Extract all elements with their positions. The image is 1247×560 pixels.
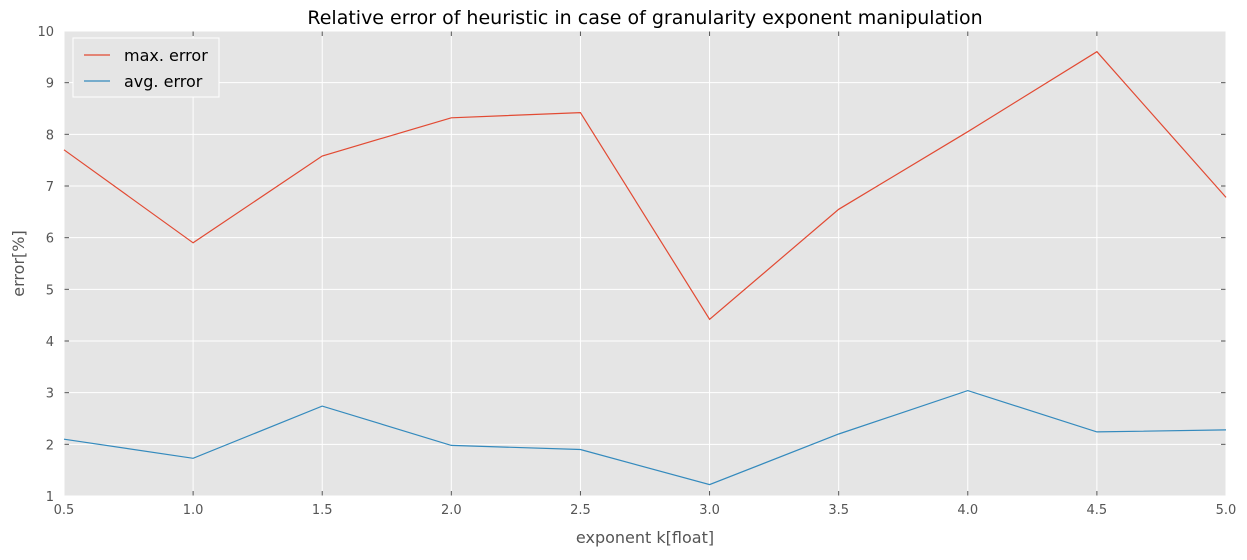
series-line-max-error bbox=[63, 50, 1227, 321]
y-tick-label: 6 bbox=[46, 232, 54, 247]
series-line-avg-error bbox=[63, 389, 1227, 486]
axis-ticks: 0.5 1.0 1.5 2.0 2.5 3.0 3.5 4.0 4.5 5.0 1 2 3 4 5 6 7 8 9 1… bbox=[37, 25, 1236, 518]
data-point bbox=[708, 483, 711, 486]
x-tick-label: 1.5 bbox=[312, 503, 333, 518]
chart-title: Relative error of heuristic in case of g… bbox=[307, 7, 982, 29]
y-tick-label: 4 bbox=[46, 335, 54, 350]
data-point bbox=[192, 241, 195, 244]
y-tick-label: 1 bbox=[46, 490, 54, 505]
data-point bbox=[450, 444, 453, 447]
data-point bbox=[192, 457, 195, 460]
data-point bbox=[63, 438, 66, 441]
data-point bbox=[837, 208, 840, 211]
data-point bbox=[321, 155, 324, 158]
x-tick-label: 1.0 bbox=[183, 503, 204, 518]
data-point bbox=[579, 111, 582, 114]
y-axis-label: error[%] bbox=[9, 230, 28, 296]
series-lines bbox=[63, 50, 1228, 486]
data-point bbox=[708, 318, 711, 321]
plot-area bbox=[64, 31, 1226, 496]
y-tick-label: 10 bbox=[37, 25, 54, 40]
legend-box bbox=[72, 37, 220, 98]
x-tick-label: 3.0 bbox=[699, 503, 720, 518]
x-axis-label: exponent k[float] bbox=[576, 528, 714, 547]
x-tick-label: 5.0 bbox=[1216, 503, 1237, 518]
x-tick-label: 3.5 bbox=[828, 503, 849, 518]
data-point bbox=[450, 116, 453, 119]
legend-label: max. error bbox=[124, 46, 208, 65]
y-tick-label: 2 bbox=[46, 438, 54, 453]
x-tick-label: 4.0 bbox=[957, 503, 978, 518]
legend: max. error avg. error bbox=[72, 37, 220, 98]
y-tick-label: 8 bbox=[46, 128, 54, 143]
x-tick-label: 2.0 bbox=[441, 503, 462, 518]
y-tick-label: 5 bbox=[46, 283, 54, 298]
y-tick-label: 7 bbox=[46, 180, 54, 195]
x-tick-label: 0.5 bbox=[54, 503, 75, 518]
x-tick-label: 4.5 bbox=[1087, 503, 1108, 518]
data-point bbox=[1095, 430, 1098, 433]
data-point bbox=[321, 405, 324, 408]
data-point bbox=[579, 448, 582, 451]
y-tick-label: 3 bbox=[46, 387, 54, 402]
grid-lines bbox=[64, 31, 1226, 496]
y-tick-label: 9 bbox=[46, 77, 54, 92]
data-point bbox=[63, 148, 66, 151]
plot-frame bbox=[63, 30, 1227, 497]
data-point bbox=[966, 130, 969, 133]
data-point bbox=[1095, 50, 1098, 53]
data-point bbox=[1225, 196, 1228, 199]
data-point bbox=[1225, 428, 1228, 431]
data-point bbox=[966, 389, 969, 392]
x-tick-label: 2.5 bbox=[570, 503, 591, 518]
legend-label: avg. error bbox=[124, 72, 203, 91]
data-point bbox=[837, 433, 840, 436]
